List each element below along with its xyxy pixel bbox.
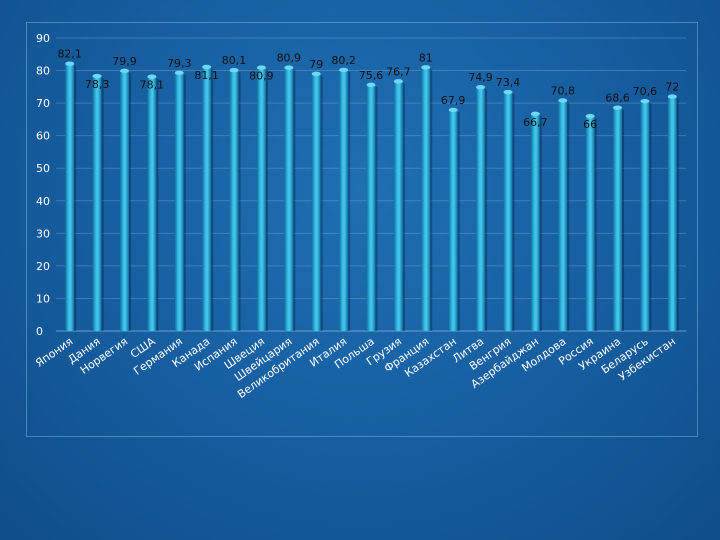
bar-cap — [585, 113, 595, 119]
bar-cap — [339, 67, 349, 73]
y-axis: 0 10 20 30 40 50 60 70 80 90 — [36, 32, 50, 338]
bar — [558, 100, 568, 331]
data-label: 66,7 — [523, 116, 548, 129]
bar-cap — [366, 82, 376, 88]
y-tick-label: 70 — [36, 97, 50, 110]
data-label: 81 — [419, 51, 433, 64]
gridlines — [56, 37, 686, 332]
bar — [311, 73, 321, 332]
y-tick-label: 10 — [36, 292, 50, 305]
bar-cap — [284, 65, 294, 70]
bar — [393, 81, 403, 331]
bar — [448, 109, 458, 331]
data-label: 70,8 — [550, 85, 575, 98]
bar-cap — [558, 98, 568, 103]
bar-cap — [92, 73, 102, 79]
bar-cap — [147, 74, 157, 79]
bar — [119, 70, 129, 332]
y-tick-label: 90 — [36, 32, 50, 45]
data-labels: 82,178,379,978,179,381,180,180,980,9 79 80… — [57, 48, 679, 131]
bar-cap — [256, 65, 266, 70]
bar-cap — [174, 70, 184, 76]
bar — [147, 76, 157, 331]
bar-cap — [667, 94, 677, 99]
chart-frame — [26, 22, 698, 437]
data-label: 80,9 — [277, 52, 302, 65]
bar — [667, 96, 677, 331]
bar — [530, 113, 540, 331]
bar — [65, 63, 75, 332]
bar — [174, 72, 184, 331]
y-tick-label: 50 — [36, 162, 50, 175]
bar-cap — [421, 65, 431, 70]
bar — [503, 92, 513, 331]
bar-cap — [119, 68, 129, 74]
data-label: 72 — [665, 81, 679, 94]
data-label: 66 — [583, 118, 597, 131]
bar — [284, 67, 294, 332]
bar — [92, 76, 102, 331]
bar-cap — [503, 89, 513, 95]
y-tick-label: 0 — [36, 325, 43, 338]
bar — [256, 67, 266, 332]
bars — [65, 61, 679, 332]
data-label: 78,3 — [85, 78, 110, 91]
bar — [476, 87, 486, 331]
bar-cap — [229, 68, 239, 73]
data-label: 75,6 — [359, 69, 384, 82]
bar — [339, 69, 349, 331]
bar-cap — [393, 79, 403, 84]
y-tick-label: 60 — [36, 130, 50, 143]
y-tick-label: 30 — [36, 227, 50, 240]
y-tick-label: 80 — [36, 65, 50, 78]
data-label: 81,1 — [194, 69, 219, 82]
bar — [229, 70, 239, 331]
bar-cap — [640, 98, 650, 104]
bar — [640, 101, 650, 331]
data-label: 79,3 — [167, 57, 192, 70]
bar — [421, 67, 431, 332]
bar — [613, 107, 623, 332]
data-label: 67,9 — [441, 94, 466, 107]
bar — [366, 84, 376, 331]
bar-cap — [613, 105, 623, 110]
data-label: 80,1 — [222, 54, 247, 67]
data-label: 80,2 — [331, 54, 356, 67]
category-labels: ЯпонияДанияНорвегияСШАГерманияКанадаИспа… — [33, 335, 678, 401]
bar-cap — [202, 64, 212, 70]
data-label: 70,6 — [633, 85, 658, 98]
bar — [585, 116, 595, 331]
data-label: 73,4 — [496, 76, 521, 89]
bar-cap — [476, 84, 486, 90]
bar-cap — [311, 71, 321, 77]
bar-cap — [448, 107, 458, 113]
data-label: 82,1 — [57, 48, 82, 61]
bar-cap — [65, 61, 75, 66]
data-label: 78,1 — [140, 79, 165, 92]
data-label: 74,9 — [468, 71, 493, 84]
data-label: 79,9 — [112, 55, 137, 68]
data-label: 80,9 — [249, 70, 274, 83]
data-label: 76,7 — [386, 65, 411, 78]
data-label: 79 — [309, 58, 323, 71]
bar-cap — [530, 111, 540, 117]
y-tick-label: 40 — [36, 195, 50, 208]
bar — [202, 66, 212, 332]
data-label: 68,6 — [605, 92, 630, 105]
y-tick-label: 20 — [36, 260, 50, 273]
